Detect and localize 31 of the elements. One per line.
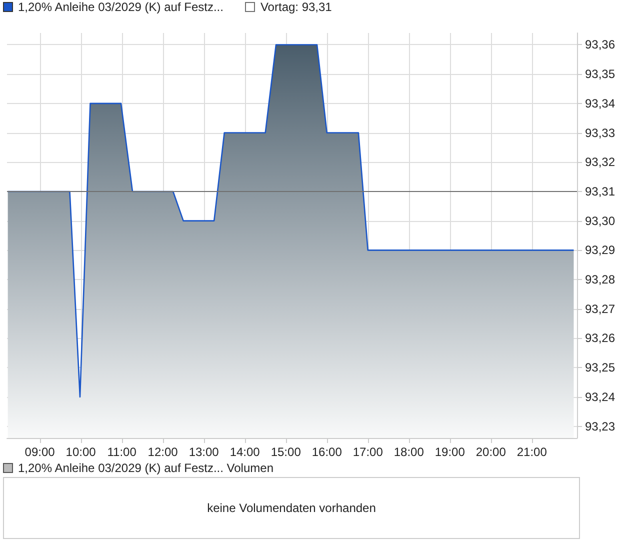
y-tick-label: 93,34 [585,96,616,110]
text: keine Volumendaten vorhanden [3,477,580,539]
y-tick-label: 93,28 [585,272,616,287]
y-tick-label: 93,30 [585,214,616,228]
y-tick-label: 93,33 [585,126,616,140]
x-tick-label: 12:00 [148,445,178,459]
y-tick-label: 93,26 [585,331,616,346]
y-tick-label: 93,35 [585,67,616,82]
legend-label: Vortag: 93,31 [259,0,332,14]
x-tick-label: 14:00 [230,445,260,459]
y-tick-label: 93,25 [585,360,616,375]
x-tick-label: 10:00 [66,445,96,459]
x-tick-label: 17:00 [352,445,384,459]
text: 1,20% Anleihe 03/2029 (K) auf Festz... Volumen [17,461,274,475]
x-tick-label: 20:00 [476,445,506,459]
y-tick-label: 93,23 [585,419,616,434]
x-tick-label: 19:00 [434,445,466,459]
legend-label: 1,20% Anleihe 03/2029 (K) auf Festz... [17,0,224,14]
y-tick-label: 93,24 [585,390,616,404]
x-tick-label: 18:00 [394,445,424,459]
y-tick-label: 93,32 [585,155,616,170]
x-tick-label: 21:00 [516,445,548,459]
y-tick-label: 93,29 [585,243,616,258]
x-tick-label: 09:00 [24,445,56,459]
y-tick-label: 93,36 [585,38,616,52]
x-tick-label: 15:00 [270,445,302,459]
x-tick-label: 16:00 [312,445,342,459]
y-tick-label: 93,31 [585,184,616,198]
y-tick-label: 93,27 [585,302,616,316]
x-tick-label: 13:00 [188,445,220,459]
x-tick-label: 11:00 [107,445,137,459]
